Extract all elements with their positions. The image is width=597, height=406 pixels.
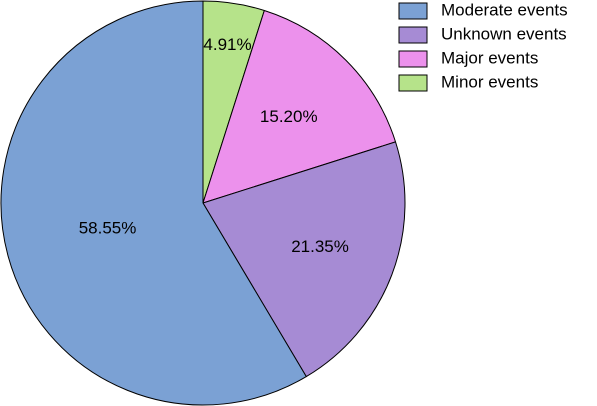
legend-label-major-events: Major events bbox=[441, 48, 538, 67]
slice-label-moderate-events: 58.55% bbox=[79, 219, 137, 238]
slice-label-minor-events: 4.91% bbox=[203, 35, 251, 54]
pie-slice-major-events bbox=[202, 10, 397, 204]
legend-swatch-moderate-events bbox=[398, 2, 428, 20]
slice-label-major-events: 15.20% bbox=[260, 107, 318, 126]
legend-item-unknown-events: Unknown events bbox=[398, 24, 567, 44]
legend-item-moderate-events: Moderate events bbox=[398, 0, 568, 20]
legend-swatch-major-events bbox=[398, 50, 428, 68]
legend-label-moderate-events: Moderate events bbox=[441, 0, 568, 19]
legend-label-minor-events: Minor events bbox=[441, 72, 538, 91]
legend-item-minor-events: Minor events bbox=[398, 72, 538, 92]
pie-slice-unknown-events bbox=[202, 141, 406, 378]
legend-swatch-minor-events bbox=[398, 74, 428, 92]
legend-label-unknown-events: Unknown events bbox=[441, 24, 567, 43]
legend-swatch-unknown-events bbox=[398, 26, 428, 44]
slice-label-unknown-events: 21.35% bbox=[291, 237, 349, 256]
pie-slices bbox=[0, 0, 406, 406]
legend: Moderate events Unknown events Major event… bbox=[398, 0, 568, 92]
pie-labels: 4.91% 15.20% 21.35% 58.55% bbox=[79, 35, 349, 256]
pie-slice-moderate-events bbox=[0, 0, 307, 406]
legend-item-major-events: Major events bbox=[398, 48, 538, 68]
